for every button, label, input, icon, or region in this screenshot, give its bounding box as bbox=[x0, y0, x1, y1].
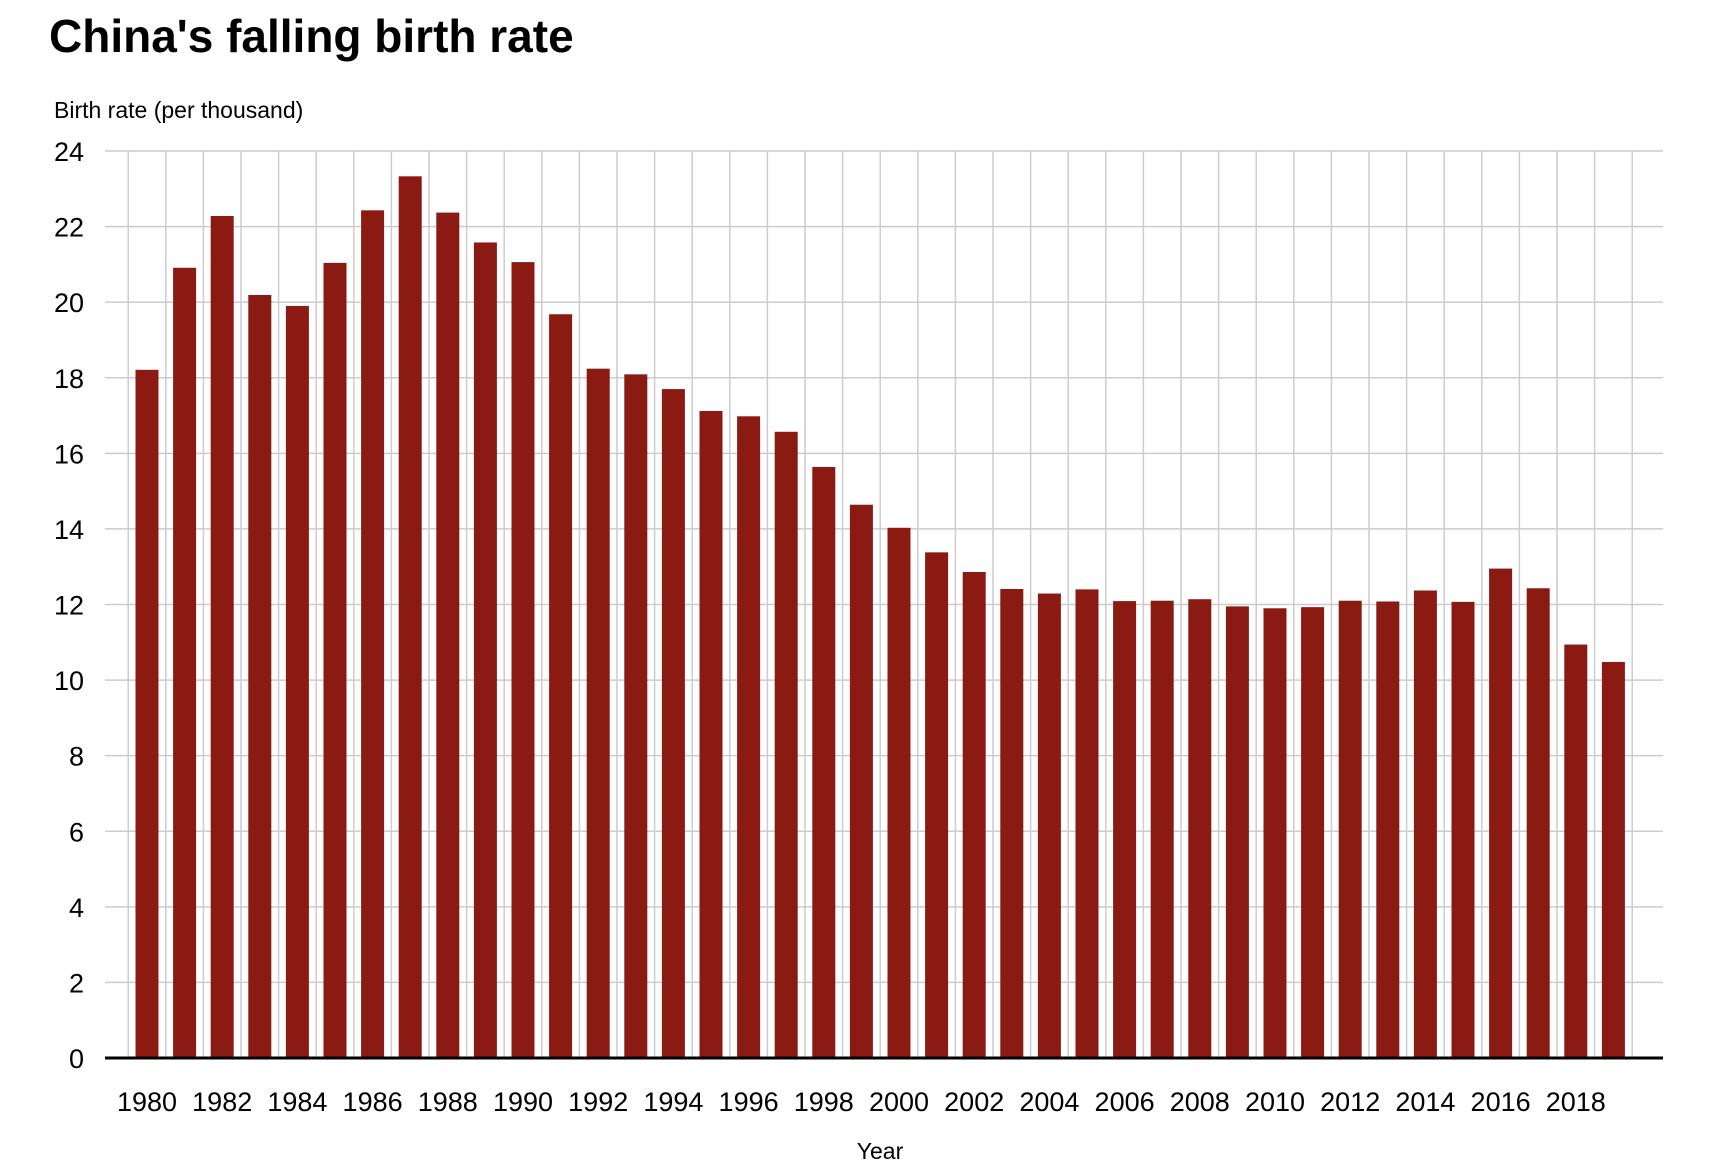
x-tick-label: 2018 bbox=[1546, 1087, 1606, 1117]
bar-2013 bbox=[1376, 601, 1400, 1058]
bar-1986 bbox=[361, 210, 385, 1059]
x-tick-label: 2010 bbox=[1245, 1087, 1305, 1117]
bar-1980 bbox=[135, 369, 159, 1059]
bar-2001 bbox=[925, 552, 949, 1058]
bar-1988 bbox=[436, 212, 460, 1059]
bar-1995 bbox=[699, 411, 723, 1058]
x-tick-label: 2012 bbox=[1320, 1087, 1380, 1117]
y-tick-label: 22 bbox=[54, 213, 84, 243]
y-tick-label: 12 bbox=[54, 591, 84, 621]
bar-2007 bbox=[1150, 600, 1174, 1058]
y-tick-label: 2 bbox=[69, 968, 84, 998]
bar-1997 bbox=[774, 431, 798, 1058]
x-tick-label: 1980 bbox=[117, 1087, 177, 1117]
bar-2002 bbox=[962, 571, 986, 1058]
chart-title: China's falling birth rate bbox=[49, 10, 574, 62]
bar-2005 bbox=[1075, 589, 1099, 1058]
x-tick-label: 2016 bbox=[1471, 1087, 1531, 1117]
bar-1982 bbox=[210, 216, 234, 1059]
bar-2015 bbox=[1451, 601, 1475, 1058]
bar-1984 bbox=[285, 305, 309, 1059]
bar-1991 bbox=[549, 314, 573, 1058]
bar-1989 bbox=[473, 242, 497, 1059]
x-tick-label: 2002 bbox=[944, 1087, 1004, 1117]
x-tick-label: 1984 bbox=[267, 1087, 327, 1117]
bar-1990 bbox=[511, 262, 535, 1058]
y-tick-label: 18 bbox=[54, 364, 84, 394]
bar-1996 bbox=[737, 416, 761, 1058]
bar-2003 bbox=[1000, 589, 1024, 1058]
y-tick-label: 20 bbox=[54, 288, 84, 318]
bar-1998 bbox=[812, 466, 836, 1058]
x-tick-label: 2014 bbox=[1395, 1087, 1455, 1117]
bars bbox=[135, 176, 1625, 1059]
x-tick-label: 1990 bbox=[493, 1087, 553, 1117]
bar-2019 bbox=[1601, 661, 1625, 1058]
bar-1992 bbox=[586, 368, 610, 1058]
y-tick-label: 10 bbox=[54, 666, 84, 696]
y-tick-label: 4 bbox=[69, 893, 84, 923]
bar-2008 bbox=[1188, 599, 1212, 1058]
y-tick-label: 0 bbox=[69, 1044, 84, 1074]
y-tick-label: 6 bbox=[69, 817, 84, 847]
y-axis-label: Birth rate (per thousand) bbox=[54, 97, 303, 123]
y-tick-label: 8 bbox=[69, 742, 84, 772]
x-tick-label: 1986 bbox=[343, 1087, 403, 1117]
bar-1999 bbox=[849, 504, 873, 1059]
x-tick-label: 1998 bbox=[794, 1087, 854, 1117]
bar-1985 bbox=[323, 262, 347, 1058]
bar-2017 bbox=[1526, 588, 1550, 1058]
x-tick-label: 2006 bbox=[1095, 1087, 1155, 1117]
bar-2000 bbox=[887, 527, 911, 1058]
bar-1994 bbox=[661, 389, 685, 1058]
x-tick-label: 2004 bbox=[1019, 1087, 1079, 1117]
x-tick-label: 1988 bbox=[418, 1087, 478, 1117]
x-tick-label: 1992 bbox=[568, 1087, 628, 1117]
x-tick-label: 2000 bbox=[869, 1087, 929, 1117]
bar-2010 bbox=[1263, 608, 1287, 1058]
y-tick-label: 14 bbox=[54, 515, 84, 545]
x-tick-label: 1996 bbox=[719, 1087, 779, 1117]
bar-1981 bbox=[173, 267, 197, 1058]
bar-2011 bbox=[1301, 607, 1325, 1058]
bar-2009 bbox=[1225, 606, 1249, 1058]
x-tick-label: 2008 bbox=[1170, 1087, 1230, 1117]
y-tick-label: 24 bbox=[54, 137, 84, 167]
x-axis-label: Year bbox=[857, 1138, 904, 1164]
bar-2014 bbox=[1413, 590, 1437, 1058]
y-tick-label: 16 bbox=[54, 439, 84, 469]
bar-2016 bbox=[1489, 568, 1513, 1058]
bar-2004 bbox=[1037, 593, 1061, 1058]
bar-1987 bbox=[398, 176, 422, 1058]
x-tick-label: 1994 bbox=[643, 1087, 703, 1117]
bar-2012 bbox=[1338, 600, 1362, 1058]
bar-2018 bbox=[1564, 644, 1588, 1058]
bar-1983 bbox=[248, 294, 272, 1059]
x-axis-ticks: 1980 1982 1984 1986 1988 1990 1992 1994 1996 1998… bbox=[117, 1087, 1606, 1117]
bar-2006 bbox=[1113, 601, 1137, 1058]
bar-1993 bbox=[624, 374, 648, 1058]
x-tick-label: 1982 bbox=[192, 1087, 252, 1117]
